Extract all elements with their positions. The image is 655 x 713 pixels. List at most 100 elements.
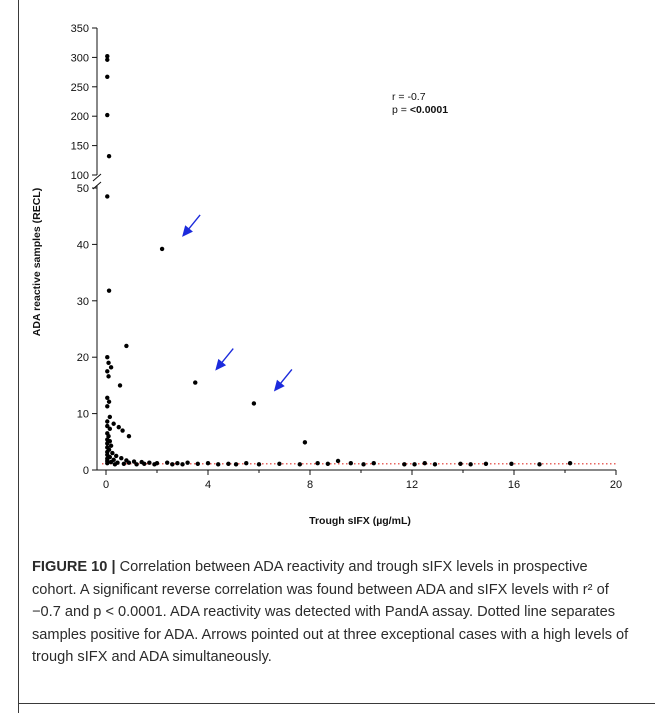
data-point	[537, 462, 542, 467]
axis-break-mark	[92, 173, 102, 182]
arrow-shaft	[186, 214, 201, 232]
p-value: p = <0.0001	[392, 104, 448, 116]
y-upper-tick-label: 300	[71, 52, 89, 64]
arrow-shaft	[278, 369, 293, 386]
data-point	[106, 399, 112, 404]
data-point	[106, 153, 112, 159]
data-point	[105, 395, 110, 401]
data-point	[105, 112, 110, 118]
x-tick-label: 0	[103, 479, 109, 491]
data-point	[244, 461, 249, 466]
data-point	[297, 462, 302, 467]
data-point	[121, 461, 127, 466]
arrow-shaft	[219, 348, 234, 366]
data-point	[105, 423, 110, 429]
axis-labels: Trough sIFX (µg/mL) ADA reactive samples…	[31, 188, 411, 527]
arrow-head	[215, 358, 227, 371]
data-point	[105, 57, 110, 62]
data-point	[458, 461, 463, 466]
data-point	[106, 360, 111, 366]
data-point	[483, 461, 489, 466]
data-point	[567, 461, 573, 466]
data-point	[106, 433, 111, 439]
data-point	[348, 461, 353, 466]
data-point	[302, 440, 308, 445]
p-label: p =	[392, 104, 410, 116]
data-point	[175, 461, 180, 466]
axes: 100 150 200 250 300 350 0 10 20 30 40 50 0 4 8 12 16 20	[71, 23, 622, 491]
data-point	[106, 374, 111, 379]
data-point	[107, 426, 113, 432]
data-points	[105, 54, 573, 467]
data-point	[114, 453, 119, 459]
data-point	[105, 461, 110, 466]
data-point	[120, 428, 125, 433]
x-tick-label: 20	[610, 479, 622, 491]
data-point	[315, 461, 320, 466]
data-point	[105, 194, 110, 199]
r-value: r = -0.7	[392, 91, 426, 103]
y-lower-tick-label: 20	[77, 352, 89, 364]
x-tick-label: 8	[307, 479, 313, 491]
data-point	[195, 461, 200, 466]
data-point	[105, 355, 110, 360]
data-point	[105, 404, 110, 409]
data-point	[131, 459, 137, 464]
data-point	[422, 461, 427, 466]
data-point	[105, 54, 110, 59]
data-point	[468, 462, 473, 467]
p-number: <0.0001	[410, 104, 448, 116]
y-lower-tick-label: 50	[77, 183, 89, 195]
data-point	[105, 441, 110, 446]
data-point	[117, 383, 123, 388]
caption-label: FIGURE 10 |	[32, 559, 116, 575]
caption-text: Correlation between ADA reactivity and t…	[32, 559, 629, 665]
data-point	[205, 461, 211, 466]
data-point	[108, 443, 114, 448]
y-lower-tick-label: 0	[83, 465, 89, 477]
data-point	[107, 414, 113, 420]
data-point	[126, 433, 132, 439]
figure-frame-bottom	[18, 703, 655, 704]
x-axis-title: Trough sIFX (µg/mL)	[309, 515, 411, 527]
y-upper-tick-label: 200	[71, 111, 89, 123]
scatter-chart: 100 150 200 250 300 350 0 10 20 30 40 50 0 4 8 12 16 20 T…	[31, 23, 622, 527]
data-point	[105, 369, 110, 374]
data-point	[147, 460, 152, 465]
x-tick-label: 4	[205, 479, 211, 491]
data-point	[509, 461, 514, 466]
y-upper-tick-label: 100	[71, 170, 89, 182]
data-point	[251, 401, 257, 406]
data-point	[233, 462, 239, 467]
data-point	[412, 462, 417, 467]
data-point	[152, 462, 157, 467]
data-point	[142, 461, 147, 466]
data-point	[108, 365, 114, 370]
data-point	[193, 380, 198, 385]
x-tick-label: 12	[406, 479, 418, 491]
data-point	[124, 343, 129, 349]
y-lower-tick-label: 10	[77, 409, 89, 421]
data-point	[119, 455, 124, 461]
y-axis-title: ADA reactive samples (RECL)	[31, 188, 43, 336]
x-tick-label: 16	[508, 479, 520, 491]
arrow-head	[273, 379, 285, 392]
data-point	[105, 74, 110, 80]
data-point	[105, 419, 110, 424]
data-point	[256, 462, 262, 467]
data-point	[180, 462, 185, 467]
data-point	[361, 462, 366, 467]
data-point	[116, 424, 121, 430]
figure-frame	[18, 0, 655, 713]
data-point	[371, 461, 376, 466]
y-upper-tick-label: 350	[71, 23, 89, 35]
y-lower-tick-label: 30	[77, 296, 89, 308]
data-point	[106, 288, 112, 293]
y-upper-tick-label: 250	[71, 82, 89, 94]
arrow-head	[182, 225, 193, 237]
data-point	[111, 421, 116, 426]
data-point	[226, 461, 231, 466]
data-point	[126, 460, 132, 465]
data-point	[432, 462, 438, 467]
data-point	[185, 460, 190, 465]
